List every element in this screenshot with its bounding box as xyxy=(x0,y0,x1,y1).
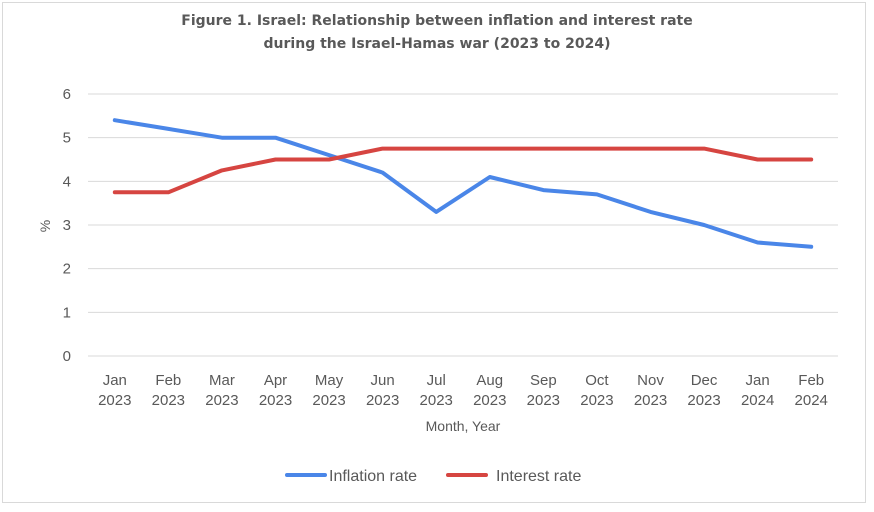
x-tick-year: 2023 xyxy=(420,392,453,409)
series-line-inflation-rate xyxy=(112,118,814,249)
chart-frame xyxy=(2,2,866,503)
y-tick-label: 4 xyxy=(63,173,71,190)
x-tick-month: Feb xyxy=(155,372,181,389)
y-tick-label: 2 xyxy=(63,261,71,278)
x-tick-month: Nov xyxy=(637,372,664,389)
y-axis-label: % xyxy=(37,220,53,232)
chart-title-line-2: during the Israel-Hamas war (2023 to 202… xyxy=(263,36,611,52)
x-tick-month: Sep xyxy=(530,372,557,389)
x-tick-year: 2023 xyxy=(687,392,720,409)
x-axis-ticks: Jan 2023 Feb 2023 Mar 2023 Apr 2023 May 2023 Jun 20… xyxy=(98,372,828,409)
legend-label-interest-rate: Interest rate xyxy=(496,468,581,485)
x-tick-year: 2024 xyxy=(795,392,828,409)
x-tick-year: 2023 xyxy=(366,392,399,409)
x-tick-year: 2023 xyxy=(580,392,613,409)
x-tick-month: Dec xyxy=(691,372,718,389)
y-tick-label: 5 xyxy=(63,130,71,147)
y-tick-label: 0 xyxy=(63,348,71,365)
x-tick-year: 2023 xyxy=(98,392,131,409)
x-tick-month: Jun xyxy=(371,372,395,389)
x-tick-month: Apr xyxy=(264,372,287,389)
x-tick-month: Jan xyxy=(103,372,127,389)
x-tick-month: May xyxy=(315,372,344,389)
chart-title-line-1: Figure 1. Israel: Relationship between i… xyxy=(181,13,693,29)
x-tick-year: 2023 xyxy=(259,392,292,409)
chart-title: Figure 1. Israel: Relationship between i… xyxy=(0,10,874,56)
x-tick-year: 2023 xyxy=(205,392,238,409)
x-tick-month: Oct xyxy=(585,372,609,389)
x-tick-month: Feb xyxy=(798,372,824,389)
x-tick-month: Jan xyxy=(746,372,770,389)
series-line-interest-rate xyxy=(112,146,814,195)
y-tick-label: 1 xyxy=(63,304,71,321)
x-tick-year: 2023 xyxy=(527,392,560,409)
x-tick-year: 2023 xyxy=(634,392,667,409)
y-tick-label: 6 xyxy=(63,86,71,103)
legend: Inflation rate Interest rate xyxy=(285,468,581,485)
x-axis-label: Month, Year xyxy=(426,418,501,434)
x-tick-month: Jul xyxy=(427,372,446,389)
x-tick-month: Aug xyxy=(476,372,503,389)
x-tick-month: Mar xyxy=(209,372,235,389)
legend-label-inflation-rate: Inflation rate xyxy=(329,468,417,485)
x-tick-year: 2023 xyxy=(312,392,345,409)
x-tick-year: 2024 xyxy=(741,392,774,409)
x-tick-year: 2023 xyxy=(152,392,185,409)
y-axis-ticks: 0 1 2 3 4 5 6 xyxy=(63,86,71,365)
x-tick-year: 2023 xyxy=(473,392,506,409)
series-lines xyxy=(112,118,814,249)
y-tick-label: 3 xyxy=(63,217,71,234)
